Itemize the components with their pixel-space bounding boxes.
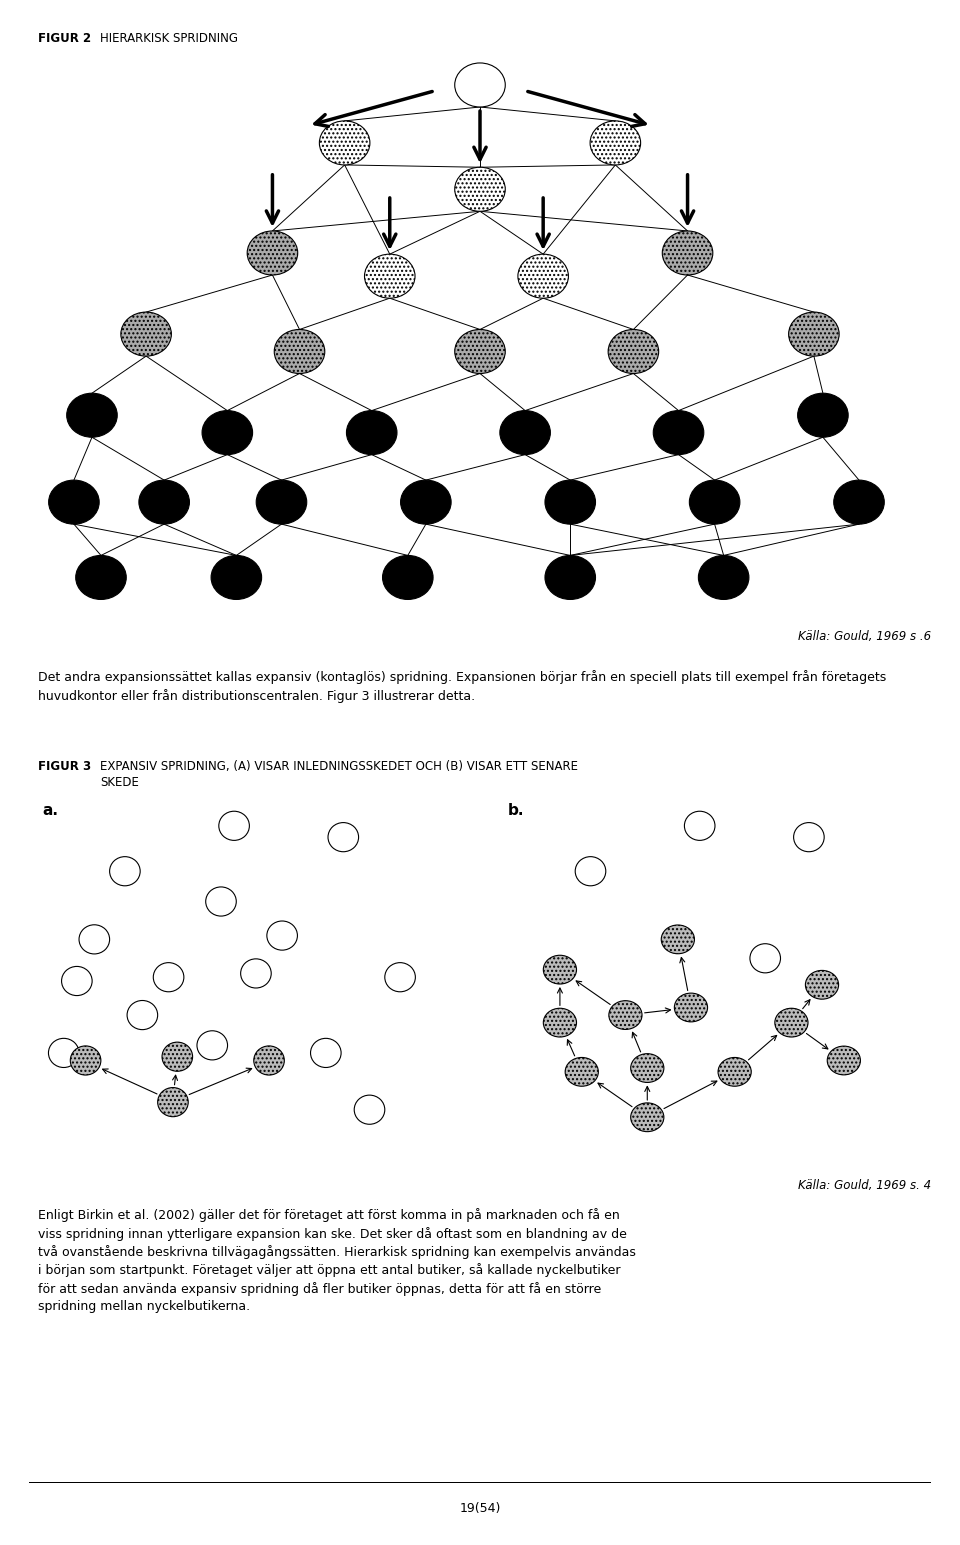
Ellipse shape bbox=[750, 944, 780, 973]
Ellipse shape bbox=[70, 1046, 101, 1075]
Ellipse shape bbox=[684, 811, 715, 840]
Ellipse shape bbox=[545, 480, 595, 524]
Ellipse shape bbox=[275, 329, 324, 374]
Ellipse shape bbox=[798, 394, 849, 437]
Ellipse shape bbox=[121, 312, 172, 355]
Ellipse shape bbox=[718, 1057, 752, 1086]
Ellipse shape bbox=[609, 1001, 642, 1029]
Ellipse shape bbox=[162, 1043, 193, 1071]
Ellipse shape bbox=[543, 955, 577, 984]
Ellipse shape bbox=[61, 967, 92, 995]
Ellipse shape bbox=[794, 822, 825, 851]
Ellipse shape bbox=[154, 963, 184, 992]
Ellipse shape bbox=[382, 555, 433, 599]
Ellipse shape bbox=[833, 480, 884, 524]
Ellipse shape bbox=[347, 411, 397, 454]
Ellipse shape bbox=[241, 959, 272, 987]
Ellipse shape bbox=[205, 887, 236, 916]
Ellipse shape bbox=[575, 856, 606, 885]
Ellipse shape bbox=[320, 121, 370, 165]
Text: FIGUR 2: FIGUR 2 bbox=[38, 32, 91, 45]
Ellipse shape bbox=[253, 1046, 284, 1075]
Ellipse shape bbox=[608, 329, 659, 374]
Ellipse shape bbox=[197, 1031, 228, 1060]
Text: a.: a. bbox=[42, 803, 58, 819]
Ellipse shape bbox=[775, 1009, 808, 1037]
Ellipse shape bbox=[328, 822, 359, 851]
Ellipse shape bbox=[455, 167, 505, 212]
Ellipse shape bbox=[455, 329, 505, 374]
Ellipse shape bbox=[48, 1038, 79, 1068]
Ellipse shape bbox=[631, 1103, 664, 1131]
Ellipse shape bbox=[139, 480, 189, 524]
Ellipse shape bbox=[109, 856, 140, 885]
Ellipse shape bbox=[354, 1095, 385, 1125]
Ellipse shape bbox=[66, 394, 117, 437]
Ellipse shape bbox=[543, 1009, 577, 1037]
Ellipse shape bbox=[653, 411, 704, 454]
Ellipse shape bbox=[631, 1054, 664, 1083]
Text: Källa: Gould, 1969 s .6: Källa: Gould, 1969 s .6 bbox=[798, 630, 931, 643]
Ellipse shape bbox=[805, 970, 839, 1000]
Text: HIERARKISK SPRIDNING: HIERARKISK SPRIDNING bbox=[100, 32, 238, 45]
Ellipse shape bbox=[698, 555, 749, 599]
Ellipse shape bbox=[385, 963, 416, 992]
Text: EXPANSIV SPRIDNING, (A) VISAR INLEDNINGSSKEDET OCH (B) VISAR ETT SENARE
SKEDE: EXPANSIV SPRIDNING, (A) VISAR INLEDNINGS… bbox=[100, 760, 578, 789]
Ellipse shape bbox=[202, 411, 252, 454]
Ellipse shape bbox=[828, 1046, 860, 1075]
Text: Enligt Birkin et al. (2002) gäller det för företaget att först komma in på markn: Enligt Birkin et al. (2002) gäller det f… bbox=[38, 1208, 636, 1313]
Ellipse shape bbox=[256, 480, 307, 524]
Ellipse shape bbox=[674, 993, 708, 1021]
Ellipse shape bbox=[662, 232, 713, 275]
Ellipse shape bbox=[247, 232, 298, 275]
Ellipse shape bbox=[590, 121, 640, 165]
Ellipse shape bbox=[211, 555, 262, 599]
Ellipse shape bbox=[79, 925, 109, 953]
Text: b.: b. bbox=[508, 803, 524, 819]
Ellipse shape bbox=[517, 255, 568, 298]
Ellipse shape bbox=[400, 480, 451, 524]
Ellipse shape bbox=[689, 480, 740, 524]
Ellipse shape bbox=[661, 925, 694, 953]
Ellipse shape bbox=[76, 555, 127, 599]
Ellipse shape bbox=[500, 411, 550, 454]
Text: Det andra expansionssättet kallas expansiv (kontaglös) spridning. Expansionen bö: Det andra expansionssättet kallas expans… bbox=[38, 671, 887, 703]
Text: 19(54): 19(54) bbox=[459, 1502, 501, 1514]
Text: FIGUR 3: FIGUR 3 bbox=[38, 760, 91, 772]
Ellipse shape bbox=[219, 811, 250, 840]
Ellipse shape bbox=[565, 1057, 598, 1086]
Ellipse shape bbox=[788, 312, 839, 355]
Ellipse shape bbox=[267, 921, 298, 950]
Ellipse shape bbox=[127, 1001, 157, 1029]
Ellipse shape bbox=[545, 555, 595, 599]
Text: Källa: Gould, 1969 s. 4: Källa: Gould, 1969 s. 4 bbox=[798, 1179, 931, 1191]
Ellipse shape bbox=[157, 1088, 188, 1117]
Ellipse shape bbox=[310, 1038, 341, 1068]
Ellipse shape bbox=[49, 480, 99, 524]
Ellipse shape bbox=[365, 255, 415, 298]
Ellipse shape bbox=[455, 63, 505, 107]
